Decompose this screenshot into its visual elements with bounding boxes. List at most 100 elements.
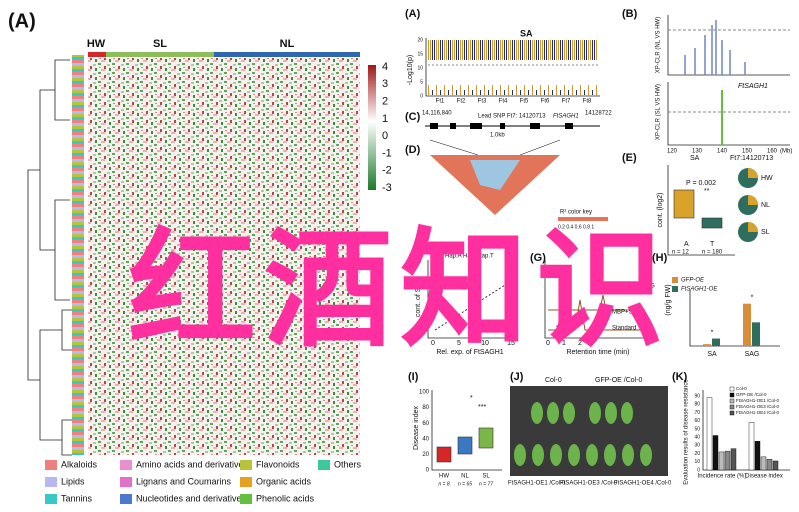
plot-title: SA bbox=[520, 28, 533, 38]
x-tick-label: 0 bbox=[431, 340, 435, 347]
x-tick-label: Incidence rate (%) bbox=[698, 474, 747, 480]
y-tick-label: 0 bbox=[697, 467, 700, 473]
box bbox=[436, 446, 452, 463]
x-tick-label: 5 bbox=[457, 340, 461, 347]
y-tick-label: 30 bbox=[694, 443, 700, 449]
axis-label: XP-CLR (NL VS HW) bbox=[656, 17, 662, 73]
y-tick-label: 0 bbox=[420, 93, 423, 99]
x-tick-label: 140 bbox=[717, 149, 728, 155]
y-tick-label: 15 bbox=[417, 51, 423, 57]
group-bar bbox=[88, 52, 106, 57]
axis-label: Rel. exp. of FtSAGH1 bbox=[436, 349, 503, 356]
n-label: n = 77 bbox=[479, 481, 493, 487]
dendrogram bbox=[27, 59, 72, 456]
x-tick-label: 15 bbox=[507, 340, 515, 347]
watermark: 红酒知识 bbox=[128, 219, 672, 362]
legend-label: Others bbox=[334, 459, 362, 469]
key-bar bbox=[558, 217, 608, 221]
legend-label: Phenolic acids bbox=[256, 493, 315, 503]
axis-label: Disease index bbox=[413, 406, 420, 450]
ld-block bbox=[470, 160, 520, 190]
box bbox=[478, 427, 494, 449]
x-tick-label: Ft6 bbox=[541, 99, 550, 105]
bar bbox=[724, 450, 731, 471]
axis bbox=[689, 290, 780, 347]
bar bbox=[766, 459, 773, 471]
panel-label: (K) bbox=[672, 371, 688, 383]
xpclr-bars bbox=[684, 20, 746, 75]
legend-swatch bbox=[729, 392, 735, 398]
plant-label: FtSAGH1-OE1 /Col-0 bbox=[508, 481, 566, 487]
colorbar-tick: -2 bbox=[382, 165, 392, 177]
panel-label: (A) bbox=[405, 8, 421, 20]
hap-label: Hap.A Hap. Hap.T bbox=[445, 254, 494, 260]
y-tick-label: 100 bbox=[419, 390, 430, 396]
group-label: NL bbox=[280, 38, 295, 50]
pie-slice bbox=[748, 222, 758, 232]
colorbar-tick: 1 bbox=[382, 113, 388, 125]
panel-label: (H) bbox=[652, 252, 668, 264]
y-tick-label: 90 bbox=[694, 393, 700, 399]
panel-label: (D) bbox=[405, 144, 421, 156]
legend-label: FtSAGH1-OE3 /Col-0 bbox=[736, 404, 780, 409]
y-tick-label: 10 bbox=[417, 65, 423, 71]
axis bbox=[667, 15, 790, 146]
chromatogram bbox=[548, 294, 645, 331]
bar bbox=[706, 397, 713, 471]
axis bbox=[425, 38, 600, 97]
legend-label: Nucleotides and derivatives bbox=[136, 493, 247, 503]
plot-title: SA bbox=[690, 155, 700, 162]
y-tick-label: 20 bbox=[417, 37, 423, 43]
axis bbox=[544, 260, 648, 339]
class-strip bbox=[72, 55, 84, 455]
legend-label: Organic acids bbox=[256, 476, 312, 486]
trace-label: MBP+SAG bbox=[612, 310, 642, 316]
pie-label: NL bbox=[761, 202, 770, 209]
panel-label: (A) bbox=[8, 10, 36, 32]
bar bbox=[754, 441, 761, 471]
plant-label: Col-0 bbox=[545, 377, 562, 384]
y-tick-label: 70 bbox=[694, 410, 700, 416]
p-value: P = 0.002 bbox=[686, 180, 716, 187]
x-tick-label: 120 bbox=[667, 149, 678, 155]
colorbar-tick: 4 bbox=[382, 61, 388, 73]
bar bbox=[703, 344, 711, 346]
y-tick-label: 0 bbox=[426, 468, 430, 474]
colorbar-tick: 3 bbox=[382, 78, 388, 90]
y-tick-label: 20 bbox=[694, 451, 700, 457]
x-tick-label: 130 bbox=[692, 149, 703, 155]
panel-label: (J) bbox=[510, 371, 524, 383]
heatmap bbox=[88, 58, 360, 455]
trace-label: SAG bbox=[556, 326, 569, 332]
legend-swatch bbox=[240, 494, 252, 504]
n-label: n = 12 bbox=[672, 250, 690, 256]
n-label: n = 65 bbox=[458, 481, 472, 487]
legend-label: Lignans and Coumarins bbox=[136, 476, 232, 486]
y-tick-label: 40 bbox=[694, 434, 700, 440]
box bbox=[701, 217, 723, 229]
trace-label: MBP-FtSAGH1+SAG bbox=[598, 284, 655, 290]
bar bbox=[743, 303, 751, 346]
colorbar-tick: -1 bbox=[382, 147, 392, 159]
trace-label: Standard bbox=[612, 326, 636, 332]
y-tick-label: 5 bbox=[420, 79, 423, 85]
bar bbox=[712, 338, 720, 346]
legend-label: FtSAGH1-OE bbox=[681, 287, 718, 293]
axis-label: cont. of SA bbox=[415, 283, 422, 318]
legend-swatch bbox=[672, 277, 678, 283]
colorbar-tick: -3 bbox=[382, 182, 392, 194]
axis-label: -Log10(p) bbox=[407, 55, 414, 85]
legend-swatch bbox=[729, 398, 735, 404]
bar bbox=[752, 322, 760, 346]
bar bbox=[712, 435, 719, 471]
axis-label: Retention time (min) bbox=[566, 349, 629, 356]
group-bar bbox=[106, 52, 214, 57]
legend-label: FtSAGH1-OE4 /Col-0 bbox=[736, 410, 780, 415]
x-tick-label: Ft4 bbox=[499, 99, 508, 105]
y-tick-label: 50 bbox=[694, 426, 700, 432]
x-tick-label: 2 bbox=[578, 340, 582, 347]
axis bbox=[431, 390, 502, 471]
box bbox=[457, 436, 473, 455]
panel-label: (C) bbox=[405, 111, 421, 123]
